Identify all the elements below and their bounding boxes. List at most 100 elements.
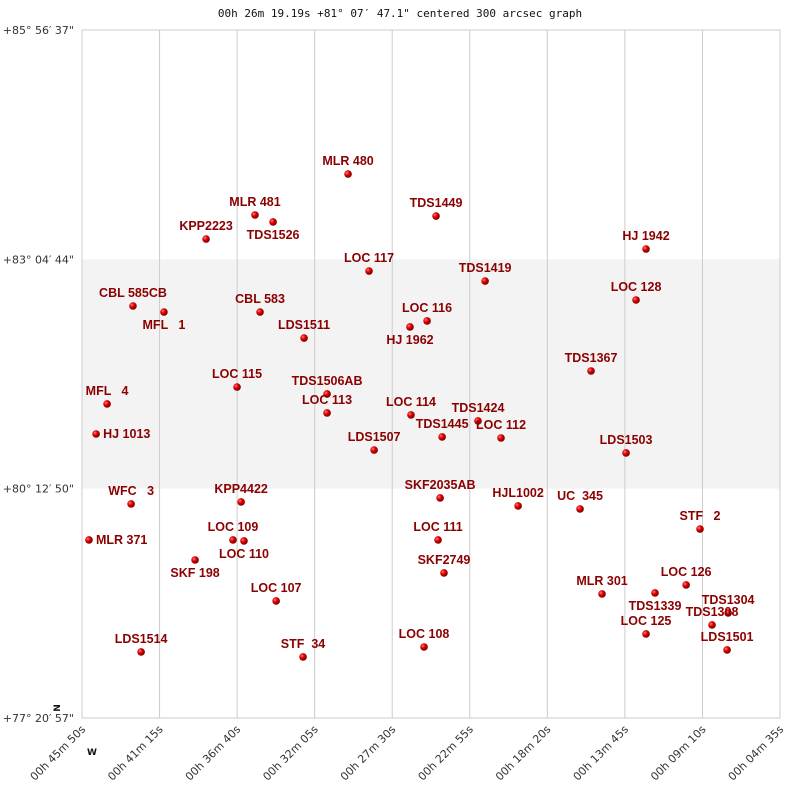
star-point	[251, 211, 259, 219]
star-label: TDS1339	[629, 599, 682, 613]
y-axis: +85° 56′ 37" +83° 04′ 44" +80° 12′ 50" +77°…	[3, 24, 74, 725]
x-tick-label: 00h 22m 55s	[416, 723, 477, 784]
y-tick-label: +80° 12′ 50"	[3, 483, 74, 496]
star-label: MLR 480	[322, 154, 373, 168]
y-tick-label: +77° 20′ 57"	[3, 712, 74, 725]
star-point	[474, 417, 482, 425]
star-label: LOC 110	[219, 547, 269, 561]
grid	[159, 30, 703, 718]
star-label: TDS1308	[686, 605, 739, 619]
star-point	[233, 383, 241, 391]
star-point	[300, 334, 308, 342]
star-label: TDS1367	[565, 351, 618, 365]
star-label: LOC 125	[621, 614, 672, 628]
star-label: TDS1424	[452, 401, 505, 415]
star-point	[440, 569, 448, 577]
star-point	[240, 537, 248, 545]
star-label: CBL 585CB	[99, 286, 167, 300]
star-label: MFL 4	[86, 384, 129, 398]
star-point	[436, 494, 444, 502]
star-point	[651, 589, 659, 597]
star-point	[323, 390, 331, 398]
star-label: TDS1449	[410, 196, 463, 210]
x-tick-label: 00h 36m 40s	[183, 723, 244, 784]
star-point	[432, 212, 440, 220]
points: MLR 480 MLR 481 TDS1526 KPP2223 TDS1449 HJ 19…	[85, 154, 755, 661]
star-point	[514, 502, 522, 510]
star-point	[407, 411, 415, 419]
x-tick-label: 00h 13m 45s	[571, 723, 632, 784]
star-point	[344, 170, 352, 178]
star-label: MFL 1	[143, 318, 186, 332]
west-marker: W	[87, 748, 97, 758]
star-point	[598, 590, 606, 598]
star-label: LOC 128	[611, 280, 662, 294]
star-point	[696, 525, 704, 533]
star-point	[497, 434, 505, 442]
star-label: TDS1445	[416, 417, 469, 431]
star-label: LOC 108	[399, 627, 450, 641]
star-point	[434, 536, 442, 544]
star-label: MLR 481	[229, 195, 280, 209]
star-label: HJ 1942	[622, 229, 669, 243]
star-label: LOC 117	[344, 251, 394, 265]
star-label: LOC 114	[386, 395, 436, 409]
star-label: MLR 301	[576, 574, 627, 588]
star-label: LDS1507	[348, 430, 401, 444]
star-label: TDS1526	[247, 228, 300, 242]
highlight-band	[82, 259, 780, 489]
star-point	[724, 609, 732, 617]
star-point	[682, 581, 690, 589]
x-axis: 00h 45m 50s 00h 41m 15s 00h 36m 40s 00h 32m…	[28, 723, 787, 784]
star-label: UC 345	[557, 489, 603, 503]
plot-frame	[81, 29, 781, 719]
star-point	[642, 630, 650, 638]
x-tick-label: 00h 27m 30s	[338, 723, 399, 784]
star-label: TDS1419	[459, 261, 512, 275]
star-point	[323, 409, 331, 417]
star-point	[406, 323, 414, 331]
star-label: KPP2223	[179, 219, 233, 233]
star-point	[272, 597, 280, 605]
star-label: STF 2	[680, 509, 721, 523]
star-point	[129, 302, 137, 310]
star-label: SKF2749	[418, 553, 471, 567]
star-point	[622, 449, 630, 457]
x-tick-label: 00h 04m 35s	[726, 723, 787, 784]
star-label: HJL1002	[492, 486, 543, 500]
x-tick-label: 00h 18m 20s	[493, 723, 554, 784]
star-label: SKF2035AB	[405, 478, 476, 492]
x-tick-label: 00h 45m 50s	[28, 723, 89, 784]
star-label: LDS1501	[701, 630, 754, 644]
star-point	[587, 367, 595, 375]
star-label: SKF 198	[170, 566, 219, 580]
star-point	[237, 498, 245, 506]
star-point	[127, 500, 135, 508]
star-point	[256, 308, 264, 316]
star-label: WFC 3	[108, 484, 154, 498]
star-label: LOC 107	[251, 581, 302, 595]
star-label: TDS1304	[702, 593, 755, 607]
star-point	[365, 267, 373, 275]
star-label: LOC 113	[302, 393, 352, 407]
star-point	[202, 235, 210, 243]
star-point	[103, 400, 111, 408]
x-tick-label: 00h 41m 15s	[105, 723, 166, 784]
star-point	[92, 430, 100, 438]
star-label: LOC 112	[476, 418, 526, 432]
star-point	[708, 621, 716, 629]
star-point	[481, 277, 489, 285]
star-label: HJ 1013	[103, 427, 150, 441]
star-point	[423, 317, 431, 325]
star-point	[299, 653, 307, 661]
star-label: LOC 109	[208, 520, 259, 534]
star-label: TDS1506AB	[292, 374, 363, 388]
star-point	[85, 536, 93, 544]
star-label: KPP4422	[214, 482, 268, 496]
star-point	[632, 296, 640, 304]
star-label: LOC 111	[413, 520, 462, 534]
star-point	[229, 536, 237, 544]
star-point	[160, 308, 168, 316]
x-tick-label: 00h 09m 10s	[648, 723, 709, 784]
